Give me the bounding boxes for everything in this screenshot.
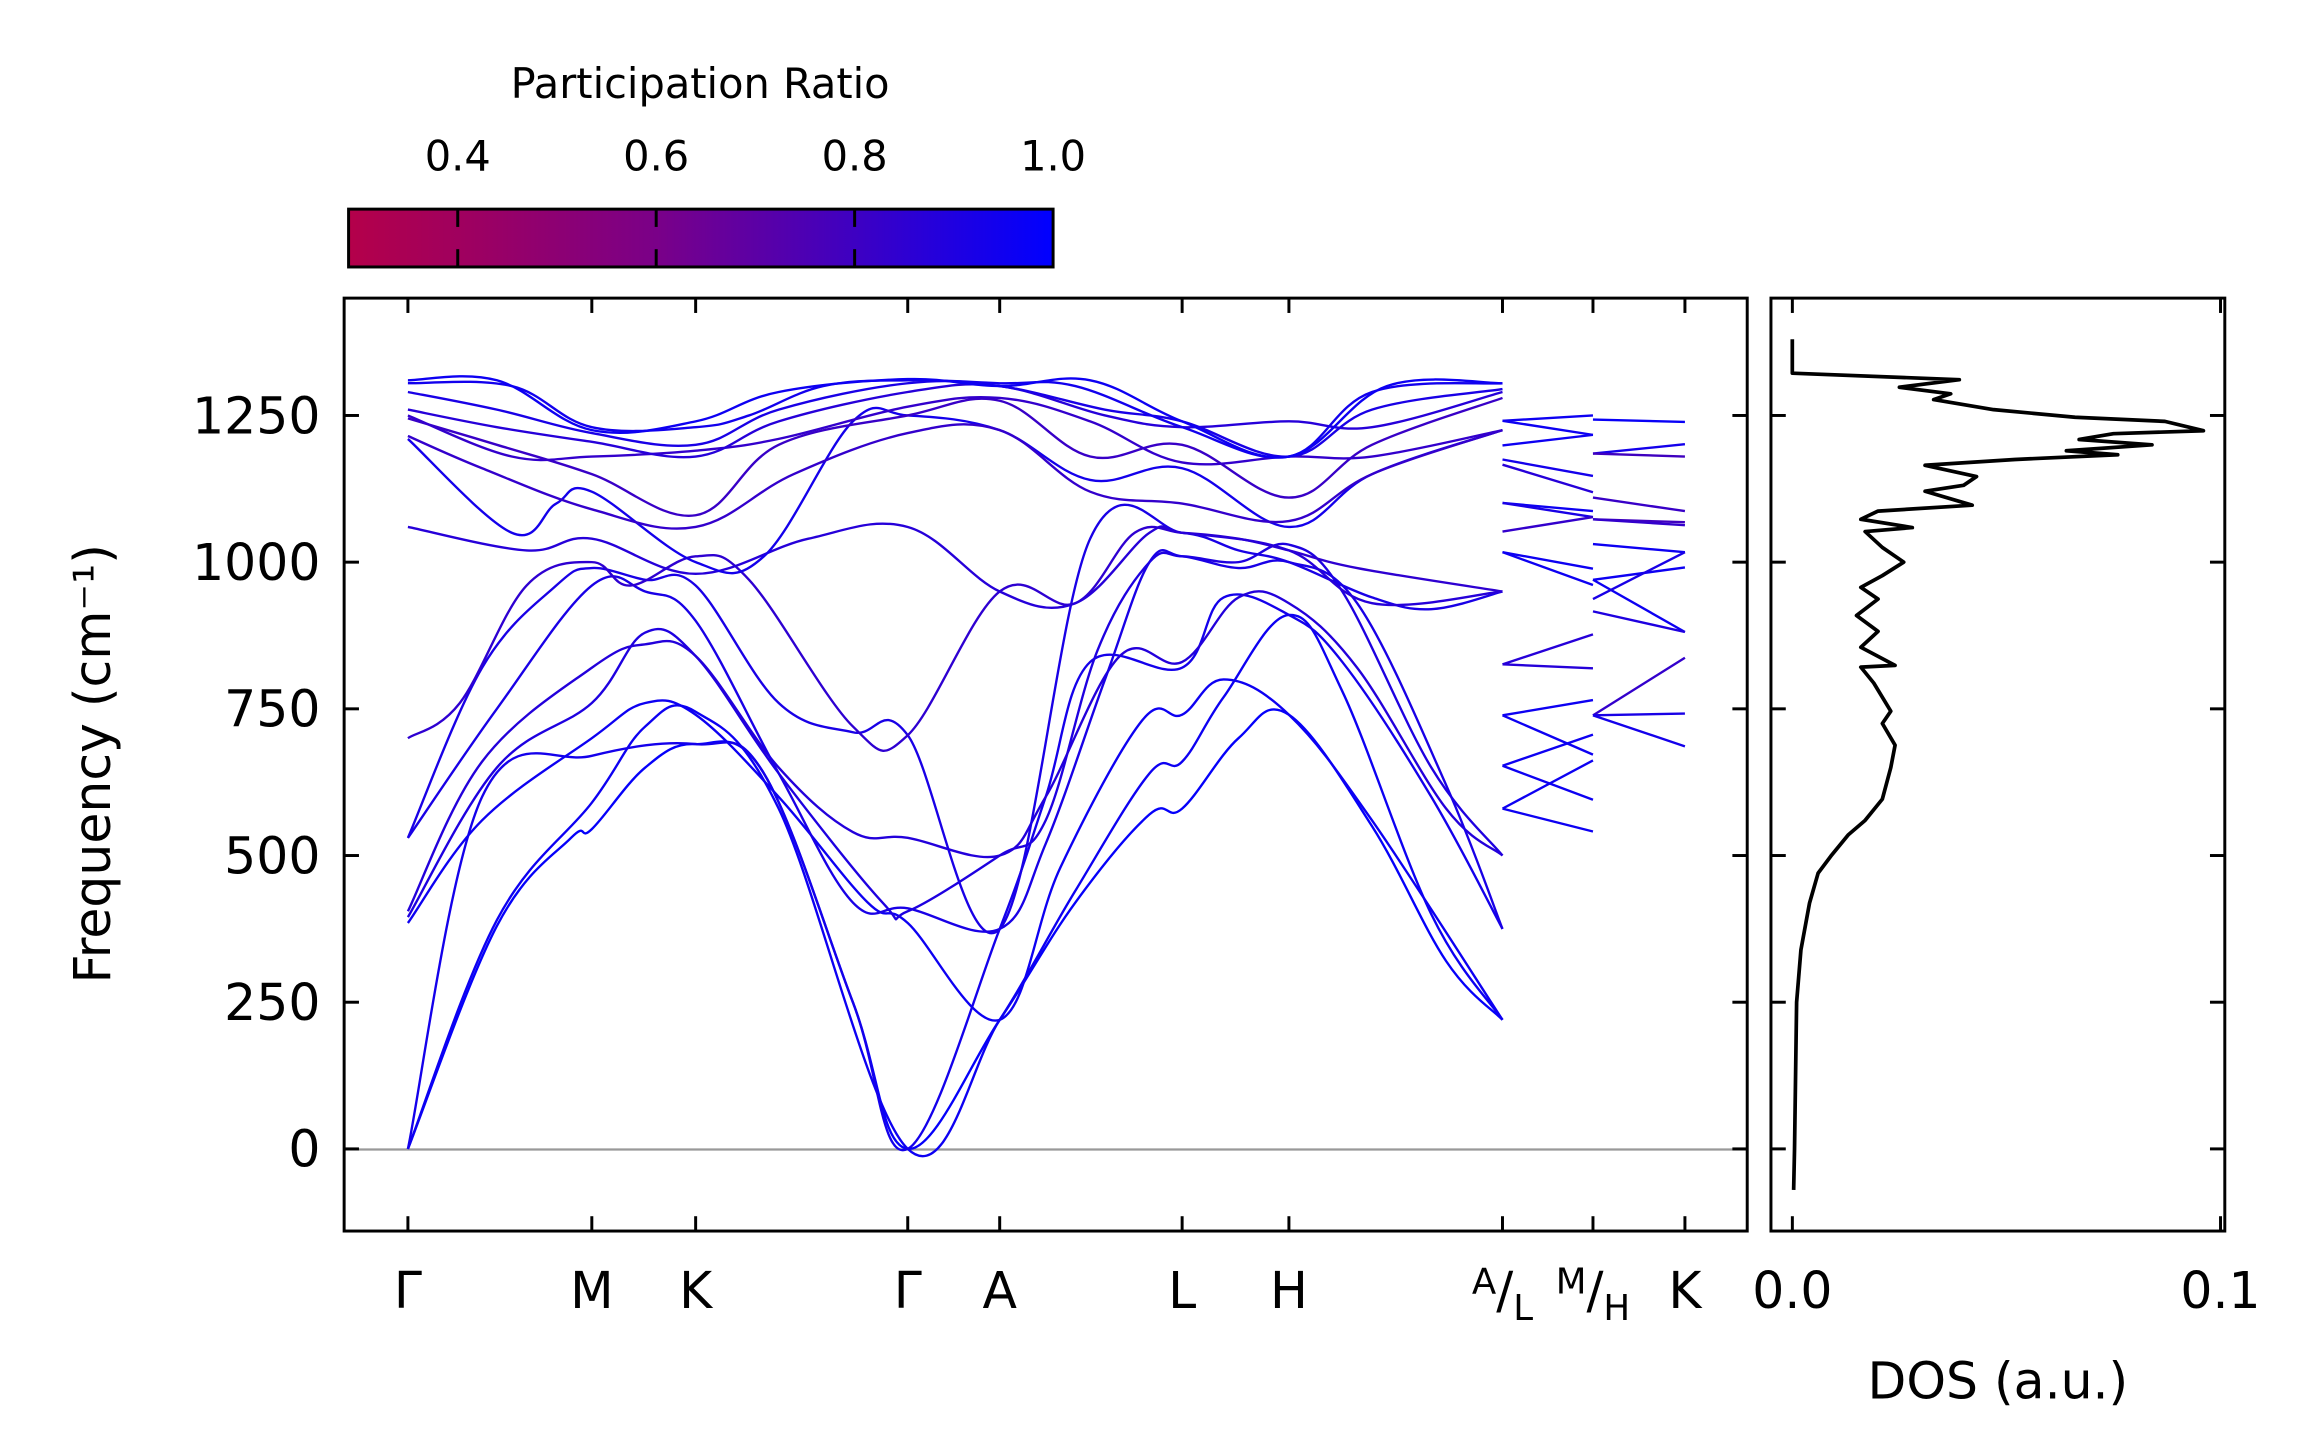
x-tick-label-slash: / (1586, 1261, 1603, 1320)
band-line (407, 406, 1503, 575)
x-tick-label-lower: H (1603, 1288, 1630, 1329)
band-line (1502, 733, 1594, 767)
colorbar-tick-label: 0.6 (623, 132, 689, 181)
band-line (1592, 443, 1686, 455)
band-line (1592, 610, 1686, 634)
y-tick-label: 750 (224, 680, 320, 739)
band-line (407, 375, 1503, 459)
band-panel-frame (342, 296, 1749, 1233)
y-tick-label: 500 (224, 826, 320, 885)
colorbar-tick-label: 0.8 (822, 132, 888, 181)
y-axis-label: Frequency (cm⁻¹) (63, 544, 122, 983)
band-line (406, 590, 1504, 912)
band-line (1592, 496, 1686, 513)
dos-panel: 0.0 0.1 DOS (a.u.) (1752, 296, 2261, 1411)
band-line (406, 593, 1504, 1152)
band-line (407, 423, 1503, 530)
colorbar-tick-label: 1.0 (1020, 132, 1086, 181)
dos-x-tick-label: 0.0 (1752, 1261, 1832, 1320)
x-tick-label: Γ (394, 1261, 422, 1320)
dos-x-tick-label: 0.1 (2180, 1261, 2260, 1320)
band-line (1502, 714, 1594, 756)
x-tick-label: A/L (1472, 1261, 1533, 1329)
band-line (1502, 551, 1594, 570)
y-tick-label: 1250 (192, 386, 320, 445)
band-line (406, 708, 1504, 1151)
band-line (1592, 542, 1686, 554)
band-line (407, 395, 1503, 466)
x-tick-label: M (570, 1261, 614, 1320)
band-line (1592, 551, 1686, 601)
band-line (1592, 418, 1685, 424)
colorbar-gradient (347, 207, 1055, 269)
dos-panel-frame (1769, 296, 2227, 1233)
band-line (407, 522, 1503, 610)
dos-panel-ticks: 0.0 0.1 (1752, 298, 2261, 1320)
y-tick-label: 1000 (192, 533, 320, 592)
band-line (1502, 698, 1594, 717)
band-line (406, 549, 1504, 933)
x-tick-label: L (1168, 1261, 1196, 1320)
band-line (1502, 633, 1594, 666)
band-line (1502, 764, 1594, 801)
band-line (1592, 452, 1685, 458)
band-line (1502, 458, 1594, 478)
band-line (1592, 578, 1686, 634)
x-tick-label-lower: L (1513, 1288, 1533, 1329)
band-line (1502, 551, 1594, 587)
band-line (1502, 515, 1594, 533)
y-tick-label: 0 (288, 1120, 320, 1179)
band-line (1592, 714, 1686, 748)
x-tick-label: H (1270, 1261, 1308, 1320)
band-line (1592, 656, 1686, 717)
band-line (1502, 414, 1594, 422)
band-line (406, 678, 1504, 1022)
band-line (407, 396, 1503, 517)
dos-x-axis-label: DOS (a.u.) (1868, 1352, 2129, 1411)
band-line (1502, 501, 1594, 519)
band-line (1592, 712, 1685, 717)
band-line (1502, 807, 1594, 833)
x-tick-label: M/H (1556, 1261, 1630, 1329)
band-line (407, 383, 1503, 459)
band-line (1502, 419, 1594, 437)
y-tick-label: 250 (224, 973, 320, 1032)
band-line (1502, 433, 1594, 447)
band-line (406, 542, 1504, 921)
x-tick-label: K (1668, 1261, 1703, 1320)
x-tick-label: A (982, 1261, 1017, 1320)
band-line (1501, 759, 1594, 810)
band-line (1502, 663, 1594, 670)
colorbar-ticks: 0.4 0.6 0.8 1.0 (425, 132, 1086, 267)
colorbar: Participation Ratio 0.4 0.6 0.8 1.0 (347, 59, 1086, 269)
x-tick-label: Γ (894, 1261, 922, 1320)
band-line (1502, 463, 1594, 494)
x-tick-label: K (679, 1261, 714, 1320)
band-lines (406, 375, 1686, 1158)
dos-curve (1790, 339, 2206, 1190)
x-tick-label-upper: M (1556, 1261, 1587, 1302)
colorbar-title: Participation Ratio (511, 59, 890, 108)
x-tick-label-upper: A (1472, 1261, 1497, 1302)
x-tick-label-slash: / (1496, 1261, 1513, 1320)
band-line (1592, 518, 1686, 527)
band-line (406, 503, 1503, 935)
colorbar-tick-label: 0.4 (425, 132, 491, 181)
band-line (1592, 566, 1686, 581)
